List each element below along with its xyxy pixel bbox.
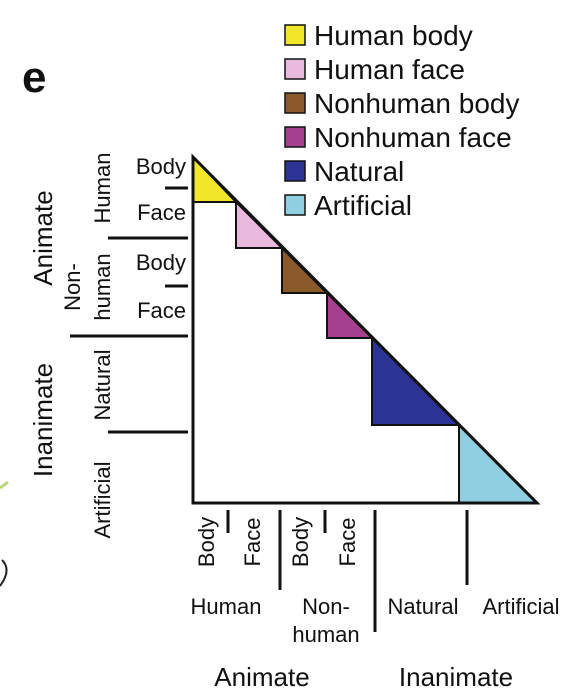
legend-label-natural: Natural bbox=[314, 156, 404, 187]
left-label-natural: Natural bbox=[90, 350, 115, 421]
legend-label-nonhuman-face: Nonhuman face bbox=[314, 122, 512, 153]
bottom-label-nonhuman-face: Face bbox=[335, 518, 360, 567]
legend-swatch-nonhuman-body bbox=[284, 92, 306, 114]
cropped-edge-mark-green bbox=[0, 480, 9, 490]
panel-letter: e bbox=[22, 53, 46, 102]
bottom-label-human-body: Body bbox=[194, 517, 219, 567]
left-axis-labels: Animate Inanimate Human Non- human Natur… bbox=[28, 153, 115, 539]
legend-swatch-human-body bbox=[284, 24, 306, 46]
left-separators bbox=[70, 186, 188, 434]
bottom-label-inanimate: Inanimate bbox=[399, 662, 513, 692]
legend-item-nonhuman-face: Nonhuman face bbox=[284, 122, 512, 153]
left-label-nonhuman-body: Body bbox=[136, 250, 186, 275]
legend-label-nonhuman-body: Nonhuman body bbox=[314, 88, 519, 119]
bottom-label-human-face: Face bbox=[240, 518, 265, 567]
left-label-nonhuman-face: Face bbox=[137, 298, 186, 323]
matrix-outline bbox=[191, 153, 541, 505]
bottom-label-nonhuman-body: Body bbox=[288, 517, 313, 567]
bottom-column-labels: Body Face Body Face bbox=[194, 517, 360, 567]
bottom-label-artificial: Artificial bbox=[482, 594, 559, 619]
bottom-separators bbox=[226, 510, 469, 632]
left-row-labels: Body Face Body Face bbox=[136, 154, 186, 323]
bottom-label-nonhuman-line2: human bbox=[292, 622, 359, 647]
legend: Human body Human face Nonhuman body Nonh… bbox=[284, 20, 519, 221]
bottom-label-nonhuman-line1: Non- bbox=[302, 594, 350, 619]
left-label-human-face: Face bbox=[137, 200, 186, 225]
legend-swatch-nonhuman-face bbox=[284, 126, 306, 148]
legend-item-nonhuman-body: Nonhuman body bbox=[284, 88, 519, 119]
legend-label-human-face: Human face bbox=[314, 54, 465, 85]
left-label-nonhuman-line2: human bbox=[90, 253, 115, 320]
legend-swatch-human-face bbox=[284, 58, 306, 80]
legend-swatch-artificial bbox=[284, 194, 306, 216]
left-label-artificial: Artificial bbox=[90, 461, 115, 538]
bottom-label-animate: Animate bbox=[214, 662, 309, 692]
bottom-group-labels: Human Non- human Natural Artificial Anim… bbox=[191, 594, 560, 692]
bottom-label-natural: Natural bbox=[388, 594, 459, 619]
legend-label-human-body: Human body bbox=[314, 20, 473, 51]
legend-swatch-natural bbox=[284, 160, 306, 182]
legend-item-natural: Natural bbox=[284, 156, 404, 187]
left-label-inanimate: Inanimate bbox=[28, 363, 58, 477]
left-label-nonhuman-line1: Non- bbox=[60, 263, 85, 311]
left-label-animate: Animate bbox=[28, 190, 58, 285]
bottom-label-human: Human bbox=[191, 594, 262, 619]
cropped-edge-mark bbox=[0, 559, 8, 587]
legend-item-human-face: Human face bbox=[284, 54, 465, 85]
left-label-human-body: Body bbox=[136, 154, 186, 179]
legend-item-artificial: Artificial bbox=[284, 190, 412, 221]
legend-label-artificial: Artificial bbox=[314, 190, 412, 221]
left-label-human: Human bbox=[90, 153, 115, 224]
legend-item-human-body: Human body bbox=[284, 20, 473, 51]
